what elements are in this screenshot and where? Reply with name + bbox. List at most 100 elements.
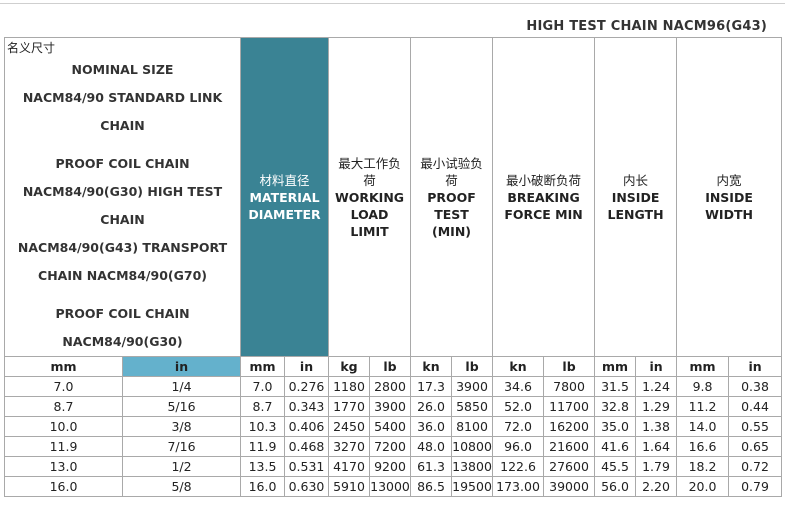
header-en-label: MATERIAL	[249, 189, 320, 205]
table-cell: 2.20	[635, 476, 678, 497]
table-row: 7.0 1/4 7.0 0.276 1180 2800 17.3 3900 34.6 7800 31…	[4, 376, 783, 397]
table-cell: 0.468	[284, 436, 329, 457]
page-title: HIGH TEST CHAIN NACM96(G43)	[526, 19, 767, 34]
table-cell: 13.0	[4, 456, 123, 477]
transport-line-2: CHAIN NACM84/90(G70)	[38, 268, 207, 283]
table-cell: 18.2	[676, 456, 730, 477]
unit-cell: kn	[410, 356, 453, 377]
table-cell: 8.7	[240, 396, 285, 417]
header-en-label: INSIDE	[611, 189, 660, 205]
unit-cell: lb	[451, 356, 494, 377]
header-en-label: (MIN)	[432, 223, 472, 239]
table-cell: 86.5	[410, 476, 453, 497]
table-cell: 0.343	[284, 396, 329, 417]
nominal-size-line: NOMINAL SIZE	[71, 62, 174, 77]
header-en-label: WIDTH	[705, 206, 753, 222]
table-cell: 20.0	[676, 476, 730, 497]
inside-length-header: 内长 INSIDE LENGTH	[594, 37, 678, 357]
table-cell: 13.5	[240, 456, 285, 477]
header-en-label: BREAKING	[507, 189, 580, 205]
unit-cell: lb	[543, 356, 596, 377]
table-cell: 10.0	[4, 416, 123, 437]
unit-cell: mm	[4, 356, 123, 377]
table-cell: 0.276	[284, 376, 329, 397]
table-cell: 1180	[328, 376, 370, 397]
table-cell: 1770	[328, 396, 370, 417]
table-row: 10.0 3/8 10.3 0.406 2450 5400 36.0 8100 72.0 1620…	[4, 416, 783, 437]
nominal-size-header: 名义尺寸 NOMINAL SIZE NACM84/90 STANDARD LIN…	[4, 37, 241, 357]
unit-cell: in	[728, 356, 783, 377]
inside-width-header: 内宽 INSIDE WIDTH	[676, 37, 783, 357]
spacer	[6, 140, 240, 150]
table-row: 13.0 1/2 13.5 0.531 4170 9200 61.3 13800 122.6 27…	[4, 456, 783, 477]
header-en-label: PROOF	[427, 189, 476, 205]
chain-spec-table: 名义尺寸 NOMINAL SIZE NACM84/90 STANDARD LIN…	[4, 37, 783, 497]
table-cell: 11700	[543, 396, 596, 417]
table-cell: 4170	[328, 456, 370, 477]
table-cell: 27600	[543, 456, 596, 477]
top-divider	[0, 3, 785, 4]
unit-cell: in	[635, 356, 678, 377]
material-diameter-header: 材料直径 MATERIAL DIAMETER	[240, 37, 329, 357]
high-test-line-2: CHAIN	[100, 212, 145, 227]
header-en-label: LIMIT	[350, 223, 389, 239]
table-cell: 0.44	[728, 396, 783, 417]
table-cell: 0.406	[284, 416, 329, 437]
proof-test-header: 最小试验负荷 PROOF TEST (MIN)	[410, 37, 494, 357]
table-cell: 0.531	[284, 456, 329, 477]
header-en-label: TEST	[434, 206, 469, 222]
table-cell: 35.0	[594, 416, 637, 437]
table-cell: 96.0	[492, 436, 545, 457]
table-cell: 3270	[328, 436, 370, 457]
unit-cell: in	[284, 356, 329, 377]
table-cell: 0.79	[728, 476, 783, 497]
table-cell: 8.7	[4, 396, 123, 417]
unit-cell: mm	[676, 356, 730, 377]
table-cell: 56.0	[594, 476, 637, 497]
breaking-force-header: 最小破断负荷 BREAKING FORCE MIN	[492, 37, 596, 357]
table-cell: 1.79	[635, 456, 678, 477]
proof-coil-line: PROOF COIL CHAIN	[55, 156, 190, 171]
table-cell: 3900	[368, 396, 412, 417]
table-cell: 173.00	[492, 476, 545, 497]
table-cell: 3900	[451, 376, 494, 397]
header-cn-label: 最大工作负荷	[338, 155, 401, 188]
header-cn-label: 内长	[623, 172, 649, 188]
table-cell: 10800	[451, 436, 494, 457]
table-cell: 122.6	[492, 456, 545, 477]
table-cell: 7.0	[240, 376, 285, 397]
table-row: 11.9 7/16 11.9 0.468 3270 7200 48.0 10800 96.0 21…	[4, 436, 783, 457]
table-cell: 14.0	[676, 416, 730, 437]
table-cell: 5/8	[122, 476, 241, 497]
table-row: 16.0 5/8 16.0 0.630 5910 13000 86.5 19500 173.00…	[4, 476, 783, 497]
table-cell: 10.3	[240, 416, 285, 437]
working-load-limit-header: 最大工作负荷 WORKING LOAD LIMIT	[327, 37, 412, 357]
table-cell: 13000	[368, 476, 412, 497]
header-en-label: DIAMETER	[248, 206, 321, 222]
table-cell: 0.630	[284, 476, 329, 497]
unit-cell-highlight: in	[122, 356, 241, 377]
table-cell: 19500	[451, 476, 494, 497]
table-cell: 9.8	[676, 376, 730, 397]
table-cell: 11.9	[240, 436, 285, 457]
table-cell: 9200	[368, 456, 412, 477]
header-cn-label: 最小试验负荷	[420, 155, 483, 188]
unit-cell: kn	[492, 356, 545, 377]
table-cell: 32.8	[594, 396, 637, 417]
table-cell: 26.0	[410, 396, 453, 417]
table-cell: 16.6	[676, 436, 730, 457]
standard-link-line: NACM84/90 STANDARD LINK	[22, 90, 223, 105]
table-cell: 39000	[543, 476, 596, 497]
table-cell: 0.38	[728, 376, 783, 397]
table-cell: 21600	[543, 436, 596, 457]
table-cell: 61.3	[410, 456, 453, 477]
table-cell: 0.55	[728, 416, 783, 437]
transport-line: NACM84/90(G43) TRANSPORT	[17, 240, 228, 255]
table-cell: 7.0	[4, 376, 123, 397]
table-cell: 1/2	[122, 456, 241, 477]
table-cell: 11.2	[676, 396, 730, 417]
table-row: 8.7 5/16 8.7 0.343 1770 3900 26.0 5850 52.0 11700…	[4, 396, 783, 417]
table-cell: 52.0	[492, 396, 545, 417]
table-cell: 8100	[451, 416, 494, 437]
header-en-label: INSIDE	[705, 189, 753, 205]
